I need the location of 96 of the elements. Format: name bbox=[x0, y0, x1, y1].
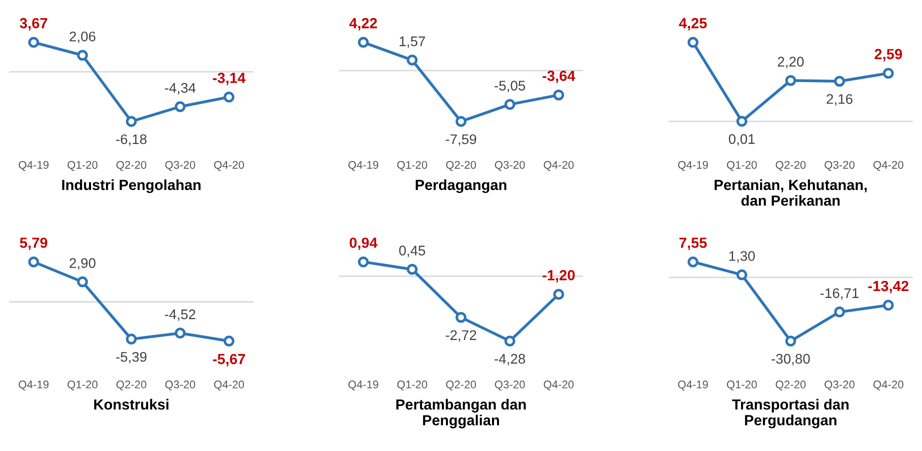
data-label: 2,20 bbox=[778, 56, 804, 68]
point bbox=[504, 99, 516, 110]
data-label: -4,52 bbox=[164, 309, 196, 321]
point bbox=[785, 336, 796, 346]
x-tick-label: Q1-20 bbox=[726, 380, 757, 390]
point bbox=[174, 328, 186, 338]
point bbox=[28, 256, 40, 268]
data-label: 1,57 bbox=[400, 36, 425, 48]
x-tick-label: Q1-20 bbox=[397, 160, 428, 171]
data-label: 2,06 bbox=[70, 32, 96, 44]
x-axis-title: Industri Pengolahan bbox=[62, 179, 201, 194]
point bbox=[688, 36, 698, 48]
x-tick-label: Q4-20 bbox=[873, 160, 904, 171]
x-tick-label: Q2-20 bbox=[776, 160, 806, 171]
x-tick-label: Q3-20 bbox=[494, 380, 525, 390]
point bbox=[174, 101, 186, 112]
point bbox=[358, 256, 369, 268]
data-label: -1,20 bbox=[542, 270, 575, 282]
data-label: -5,05 bbox=[494, 80, 526, 92]
point bbox=[736, 269, 748, 280]
point bbox=[736, 116, 748, 127]
point bbox=[77, 276, 88, 288]
data-label: -13,42 bbox=[868, 280, 908, 294]
x-axis-title: Pertanian, Kehutanan, dan Perikanan bbox=[714, 179, 867, 206]
point bbox=[504, 336, 516, 346]
point bbox=[456, 116, 466, 127]
x-tick-label: Q4-19 bbox=[18, 380, 49, 390]
point bbox=[224, 336, 234, 346]
point bbox=[834, 76, 845, 87]
point bbox=[126, 116, 137, 127]
point bbox=[126, 334, 137, 345]
point bbox=[224, 92, 234, 102]
point bbox=[553, 90, 564, 100]
point bbox=[882, 68, 894, 79]
x-tick-label: Q3-20 bbox=[494, 160, 525, 171]
data-label: -7,59 bbox=[446, 134, 476, 146]
data-label: 1,30 bbox=[729, 251, 755, 263]
x-tick-label: Q1-20 bbox=[726, 160, 757, 171]
x-tick-label: Q3-20 bbox=[165, 380, 196, 390]
x-tick-label: Q1-20 bbox=[68, 380, 98, 390]
x-tick-label: Q2-20 bbox=[446, 160, 476, 171]
data-label: 2,59 bbox=[874, 48, 902, 62]
point bbox=[77, 50, 88, 61]
x-tick-label: Q1-20 bbox=[397, 380, 428, 390]
x-tick-label: Q4-19 bbox=[18, 160, 49, 171]
x-tick-label: Q2-20 bbox=[776, 380, 806, 390]
data-label: 2,90 bbox=[70, 258, 96, 270]
x-tick-label: Q3-20 bbox=[824, 380, 855, 390]
data-label: -3,64 bbox=[542, 70, 576, 84]
x-tick-label: Q3-20 bbox=[824, 160, 855, 171]
data-label: 2,16 bbox=[826, 94, 852, 106]
x-axis-title: Perdagangan bbox=[416, 179, 506, 194]
x-axis-title: Pertambangan dan Penggalian bbox=[396, 398, 526, 428]
data-label: 0,45 bbox=[399, 246, 426, 258]
data-label: -5,67 bbox=[212, 354, 245, 366]
x-tick-label: Q4-20 bbox=[214, 160, 244, 171]
data-label: 0,01 bbox=[728, 134, 755, 146]
point bbox=[785, 75, 796, 86]
point bbox=[553, 288, 564, 300]
point bbox=[882, 300, 894, 311]
data-label: -16,71 bbox=[820, 288, 859, 300]
data-label: 5,79 bbox=[20, 238, 48, 250]
point bbox=[456, 312, 466, 323]
data-label: -4,34 bbox=[164, 82, 196, 94]
point bbox=[688, 256, 698, 268]
data-label: -30,80 bbox=[772, 354, 810, 366]
data-label: -6,18 bbox=[116, 134, 147, 146]
point bbox=[406, 54, 418, 66]
data-label: 0,94 bbox=[350, 238, 378, 250]
data-label: 4,22 bbox=[349, 18, 377, 30]
x-tick-label: Q4-20 bbox=[873, 380, 904, 390]
data-label: -3,14 bbox=[212, 72, 246, 86]
x-tick-label: Q4-20 bbox=[214, 380, 244, 390]
data-label: -2,72 bbox=[446, 330, 476, 342]
x-tick-label: Q4-19 bbox=[678, 380, 708, 390]
data-label: -4,28 bbox=[494, 354, 526, 366]
x-axis-title: Transportasi dan Pergudangan bbox=[732, 398, 849, 428]
x-tick-label: Q4-19 bbox=[348, 160, 378, 171]
data-label: 4,25 bbox=[679, 18, 707, 30]
data-label: -5,39 bbox=[116, 352, 146, 364]
data-label: 3,67 bbox=[20, 18, 48, 30]
x-tick-label: Q4-20 bbox=[544, 160, 574, 171]
x-tick-label: Q4-19 bbox=[348, 380, 378, 390]
x-tick-label: Q2-20 bbox=[446, 380, 476, 390]
x-tick-label: Q2-20 bbox=[116, 160, 146, 171]
data-label: 7,55 bbox=[679, 238, 707, 250]
point bbox=[28, 36, 40, 48]
x-tick-label: Q4-19 bbox=[678, 160, 708, 171]
x-tick-label: Q2-20 bbox=[116, 380, 146, 390]
point bbox=[406, 264, 418, 275]
point bbox=[358, 36, 369, 48]
x-axis-title: Konstruksi bbox=[94, 398, 168, 410]
x-tick-label: Q4-20 bbox=[544, 380, 574, 390]
point bbox=[834, 306, 845, 318]
x-tick-label: Q3-20 bbox=[165, 160, 196, 171]
x-tick-label: Q1-20 bbox=[68, 160, 98, 171]
